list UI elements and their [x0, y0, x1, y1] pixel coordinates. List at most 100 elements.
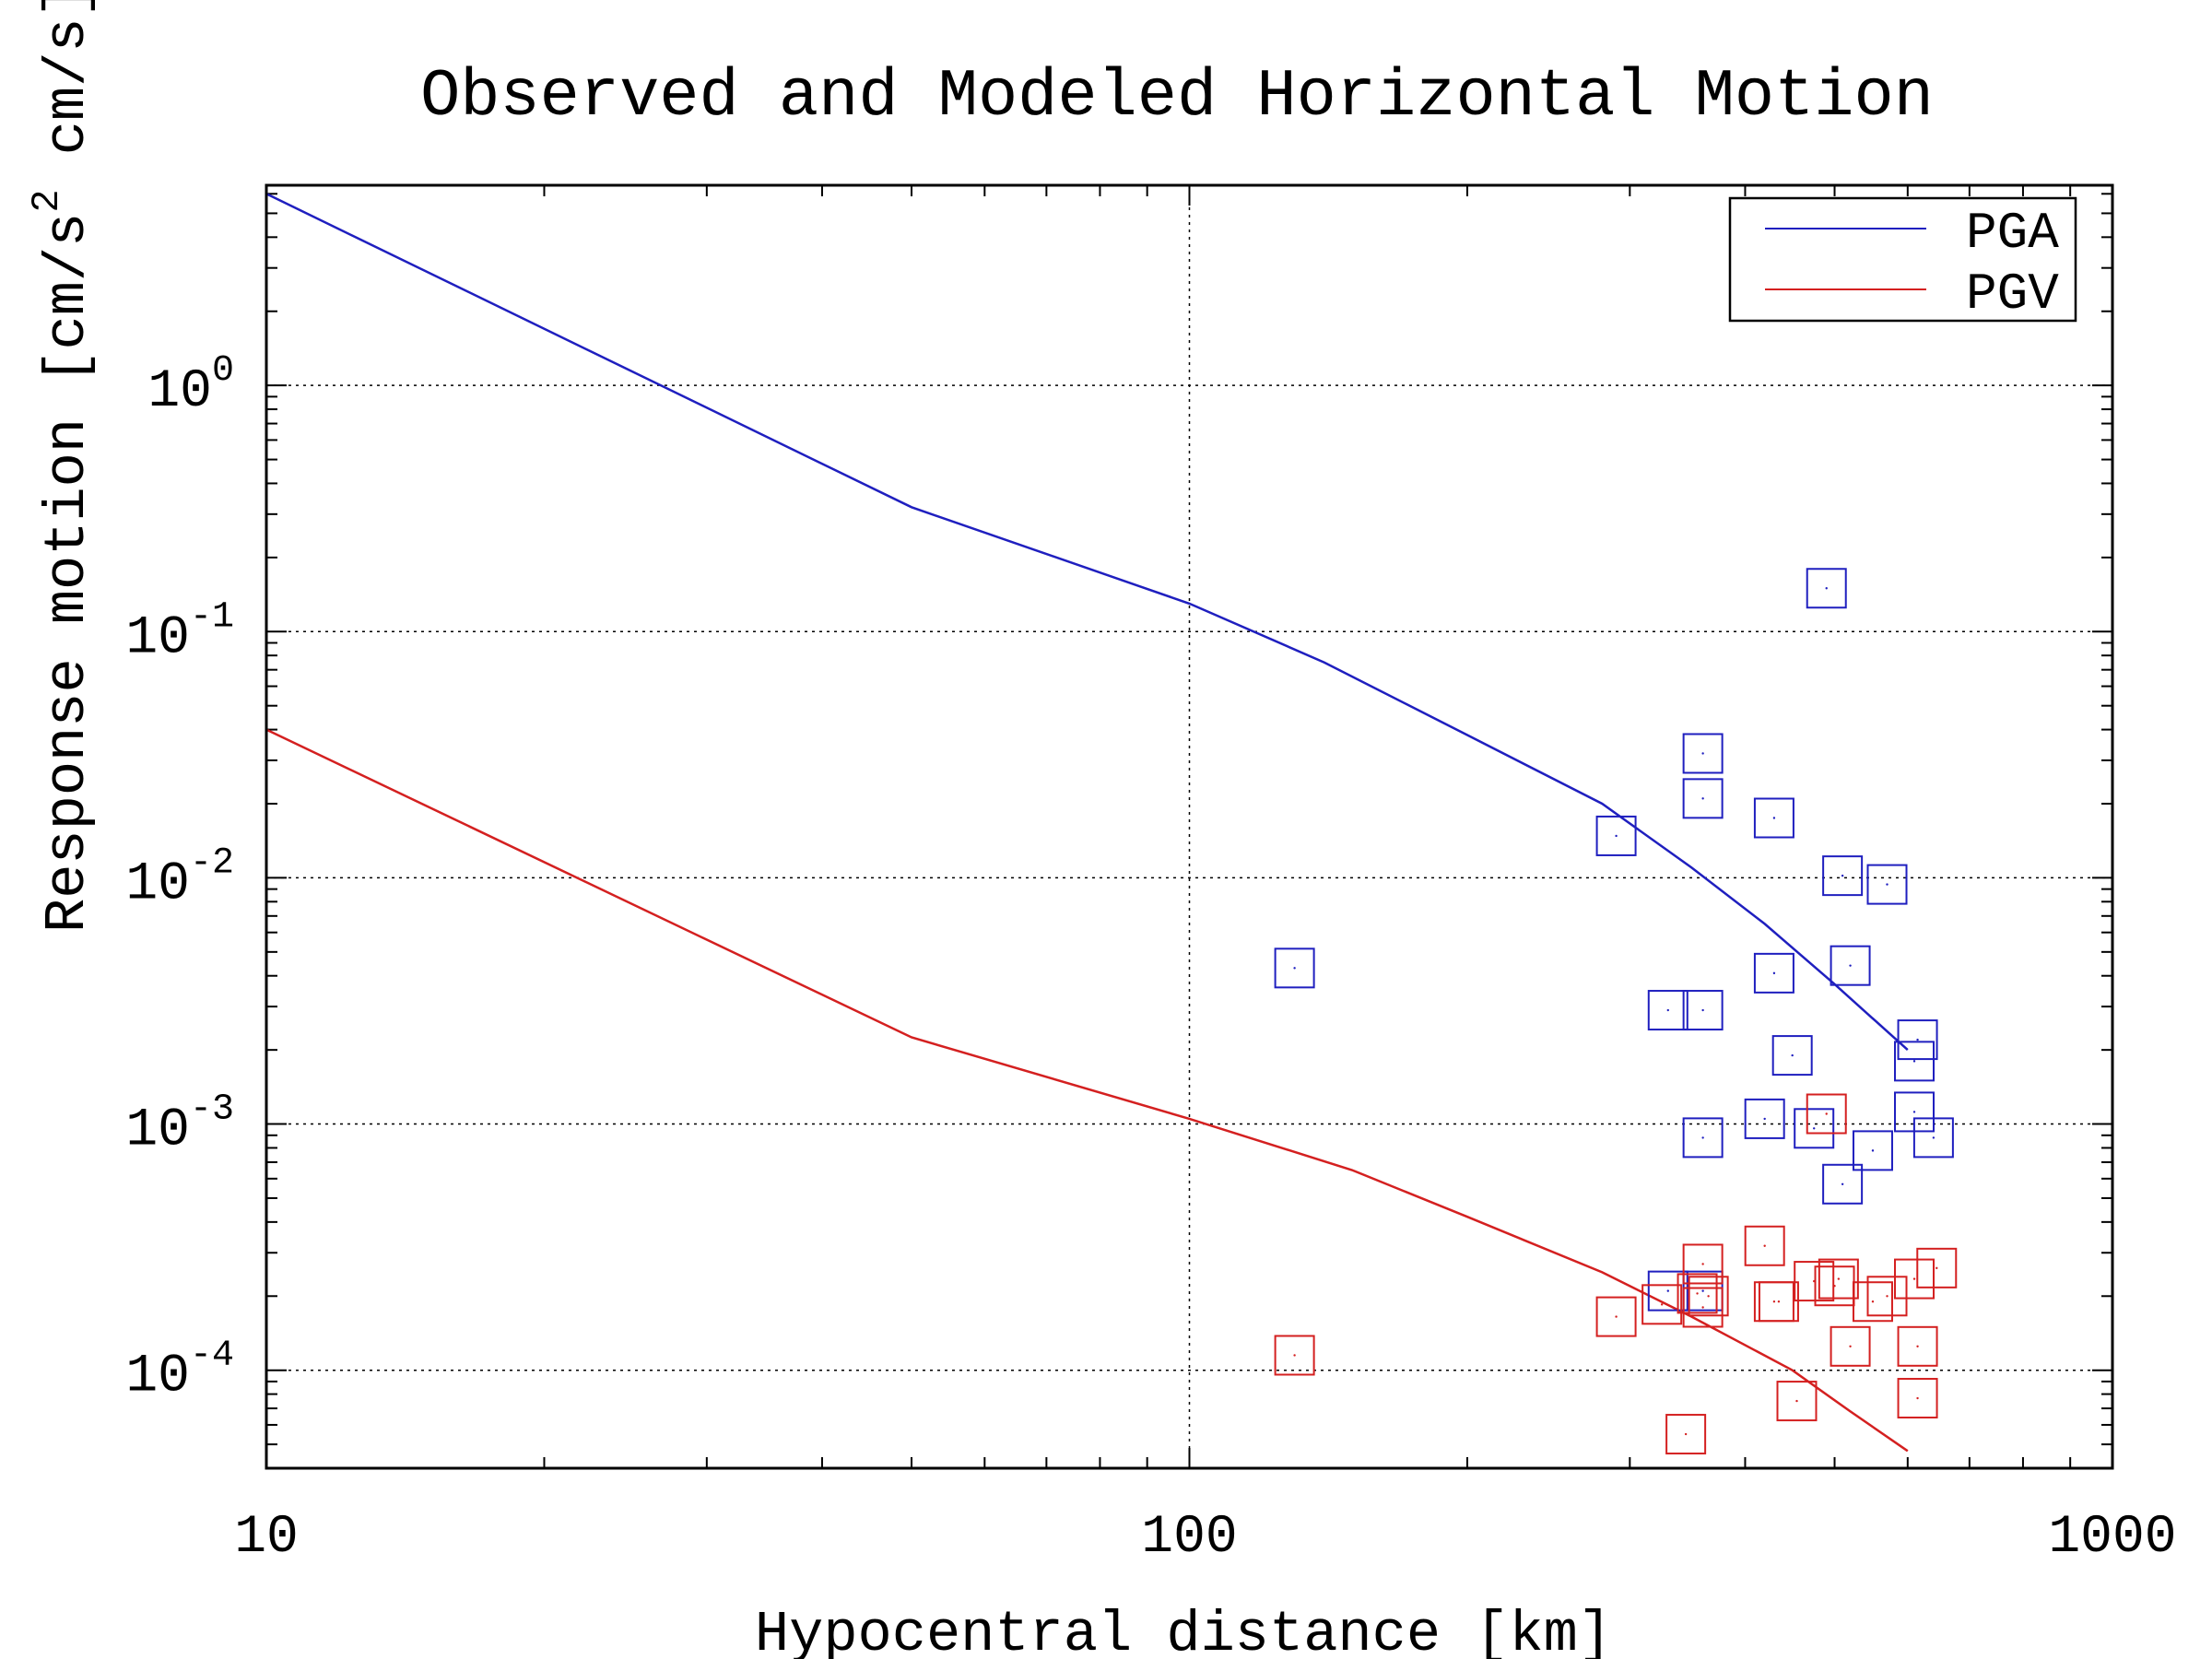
pga-observed-marker [1822, 1163, 1864, 1205]
pga-observed-marker [1682, 1117, 1724, 1159]
pgv-observed-point [1763, 1244, 1766, 1247]
y-tick-base: 10 [125, 854, 190, 914]
pgv-observed-marker [1758, 1281, 1799, 1323]
pgv-observed-point [1833, 1285, 1836, 1288]
pgv-observed-point [1772, 1300, 1776, 1303]
pga-observed-point [1701, 1136, 1704, 1139]
x-axis-label: Hypocentral distance [km] [755, 1602, 1612, 1659]
pga-observed-point [1791, 1053, 1794, 1057]
y-axis-label: Response motion [cm/s2 cm/s] [25, 0, 100, 933]
pgv-observed-marker [1641, 1284, 1683, 1325]
pgv-observed-marker [1830, 1325, 1871, 1367]
y-tick-label: 100 [147, 350, 234, 422]
pgv-observed-point [1849, 1345, 1852, 1348]
pga-observed-marker [1682, 733, 1724, 774]
pga-observed-point [1886, 883, 1888, 886]
y-tick-exponent: -1 [190, 596, 234, 638]
legend: PGA PGV [1728, 196, 2077, 324]
legend-pga-label: PGA [1966, 204, 2059, 263]
pga-observed-marker [1595, 815, 1637, 856]
y-tick-base: 10 [125, 1101, 190, 1161]
pgv-observed-point [1660, 1303, 1664, 1306]
plot-area [265, 193, 1958, 1455]
pgv-observed-marker [1274, 1335, 1315, 1376]
y-tick-label: 10-3 [125, 1089, 234, 1161]
pgv-observed-point [1916, 1396, 1919, 1400]
pgv-observed-marker [1677, 1273, 1718, 1314]
pgv-observed-point [1701, 1263, 1704, 1265]
pga-observed-marker [1647, 990, 1688, 1031]
pga-observed-marker [1852, 1130, 1893, 1171]
x-tick-label: 100 [1141, 1508, 1237, 1568]
pga-observed-point [1701, 797, 1704, 800]
y-tick-base: 10 [125, 608, 190, 668]
pga-observed-point [1701, 1289, 1704, 1292]
pga-observed-marker [1866, 864, 1908, 905]
y-tick-exponent: -2 [190, 842, 234, 884]
pga-observed-point [1912, 1060, 1916, 1063]
pga-observed-point [1849, 964, 1852, 967]
pgv-observed-point [1795, 1399, 1798, 1403]
model-line-pgv [265, 728, 1909, 1453]
pga-observed-marker [1682, 990, 1724, 1031]
pga-observed-marker [1806, 568, 1847, 609]
y-tick-exponent: -3 [190, 1089, 234, 1131]
y-tick-label: 10-2 [125, 842, 234, 914]
y-tick-label: 10-4 [125, 1335, 234, 1407]
pgv-observed-point [1912, 1277, 1916, 1280]
y-tick-exponent: 0 [212, 350, 234, 392]
pgv-observed-point [1871, 1300, 1875, 1303]
pgv-observed-point [1837, 1277, 1841, 1280]
pgv-observed-marker [1665, 1414, 1707, 1455]
y-axis-label-superscript: 2 [25, 189, 69, 212]
pga-observed-point [1615, 834, 1618, 838]
pga-observed-point [1871, 1149, 1875, 1152]
pgv-observed-point [1615, 1315, 1618, 1318]
pga-observed-marker [1830, 945, 1871, 986]
x-tick-label: 1000 [2048, 1508, 2176, 1568]
pgv-observed-point [1701, 1306, 1704, 1309]
legend-pgv-label: PGV [1966, 265, 2059, 324]
pgv-observed-marker [1776, 1381, 1818, 1422]
pgv-observed-marker [1897, 1378, 1938, 1419]
pgv-observed-point [1293, 1354, 1296, 1357]
pgv-observed-point [1696, 1292, 1699, 1295]
pgv-observed-point [1886, 1295, 1888, 1298]
model-line-pga [265, 193, 1909, 1052]
pgv-observed-point [1825, 1112, 1828, 1115]
pga-observed-point [1841, 1182, 1844, 1185]
pga-observed-marker [1753, 952, 1794, 994]
pgv-observed-point [1916, 1345, 1919, 1348]
pga-observed-marker [1753, 797, 1794, 839]
plot-frame [265, 183, 2114, 1470]
pga-observed-marker [1647, 1270, 1688, 1312]
pga-observed-marker [1912, 1117, 1954, 1159]
y-axis-label-main: Response motion [cm/s [35, 213, 100, 933]
pgv-observed-point [1707, 1295, 1710, 1298]
pga-observed-marker [1894, 1041, 1936, 1082]
pga-observed-point [1666, 1289, 1669, 1292]
pga-observed-marker [1274, 947, 1315, 989]
pgv-observed-marker [1866, 1276, 1908, 1317]
pgv-observed-marker [1682, 1287, 1724, 1328]
pgv-observed-marker [1818, 1258, 1859, 1300]
pga-observed-point [1763, 1117, 1766, 1121]
y-tick-base: 10 [147, 362, 212, 422]
x-tick-label: 10 [234, 1508, 299, 1568]
pga-observed-point [1293, 967, 1296, 970]
y-tick-base: 10 [125, 1347, 190, 1407]
pgv-observed-point [1684, 1432, 1688, 1436]
y-tick-exponent: -4 [190, 1335, 234, 1377]
pga-observed-marker [1744, 1098, 1785, 1139]
pga-observed-point [1701, 1008, 1704, 1012]
pgv-observed-marker [1744, 1225, 1785, 1266]
pga-observed-marker [1822, 855, 1864, 897]
pga-observed-point [1772, 817, 1776, 819]
pga-observed-marker [1794, 1108, 1835, 1149]
pgv-observed-marker [1794, 1261, 1835, 1302]
minor-ticks [266, 185, 2112, 1468]
pga-observed-point [1841, 874, 1844, 877]
pgv-observed-marker [1806, 1093, 1847, 1135]
